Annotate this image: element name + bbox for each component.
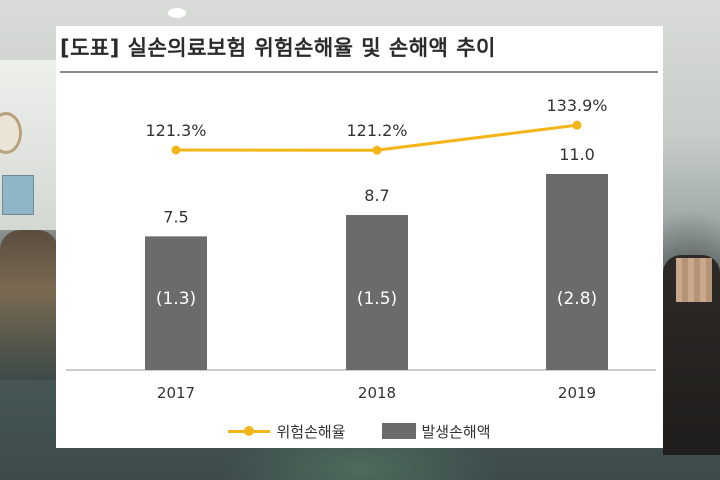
title-divider [60, 71, 658, 73]
pixelated-face [676, 258, 712, 302]
legend-bar-label: 발생손해액 [421, 422, 491, 441]
chart-title: [도표] 실손의료보험 위험손해율 및 손해액 추이 [60, 36, 496, 60]
line-point-2019 [572, 120, 582, 130]
x-tick-label-2019: 2019 [558, 384, 596, 402]
bar-value-label-2019: 11.0 [559, 145, 595, 164]
x-tick-label-2017: 2017 [157, 384, 195, 402]
background-poster [2, 175, 34, 215]
legend-item-bar: 발생손해액 [381, 421, 491, 442]
legend-item-line: 위험손해율 [228, 421, 346, 442]
line-value-label-2019: 133.9% [546, 96, 607, 115]
bar-2017 [145, 236, 207, 370]
ceiling-light [168, 8, 186, 18]
legend-line-swatch [228, 425, 271, 436]
bar-value-label-2017: 7.5 [163, 207, 188, 226]
background-clock [0, 112, 22, 154]
legend-line-label: 위험손해율 [276, 422, 346, 441]
line-value-label-2017: 121.3% [145, 121, 206, 140]
bar-2018 [346, 214, 408, 370]
bar-2019 [546, 174, 608, 370]
bar-inner-label-2019: (2.8) [557, 289, 597, 309]
background-person-left [0, 230, 58, 380]
x-tick-label-2018: 2018 [358, 384, 396, 402]
chart-plot: 7.5 (1.3) 2017 8.7 (1.5) 2018 11.0 (2.8) 2019 121… [66, 96, 656, 402]
bar-value-label-2018: 8.7 [364, 186, 389, 205]
line-value-label-2018: 121.2% [346, 121, 407, 140]
bar-inner-label-2017: (1.3) [156, 289, 196, 309]
chart-legend: 위험손해율 발생손해액 [56, 418, 663, 444]
chart-card: [도표] 실손의료보험 위험손해율 및 손해액 추이 7.5 (1.3) 2017 8… [56, 26, 663, 448]
bar-inner-label-2018: (1.5) [357, 289, 397, 309]
legend-line-marker [244, 425, 255, 436]
line-point-2017 [171, 145, 181, 155]
line-point-2018 [372, 145, 382, 155]
legend-bar-swatch [381, 423, 416, 439]
